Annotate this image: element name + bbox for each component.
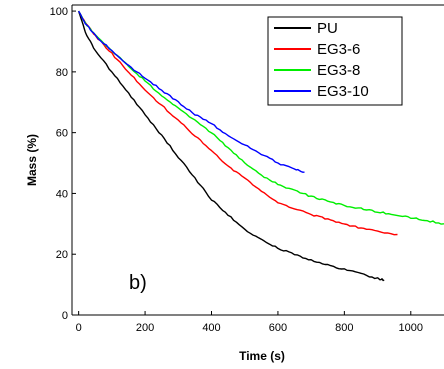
annotation-label: b) (129, 272, 147, 294)
legend-label-eg3-10: EG3-10 (317, 83, 369, 100)
x-axis-label: Time (s) (239, 349, 285, 363)
y-tick-label: 40 (56, 188, 68, 200)
x-tick-label: 400 (202, 322, 220, 334)
y-tick-label: 0 (62, 310, 68, 322)
x-tick-label: 0 (76, 322, 82, 334)
x-tick-label: 600 (269, 322, 287, 334)
legend-label-pu: PU (317, 20, 338, 37)
y-axis-label: Mass (%) (25, 134, 39, 186)
plot-area (71, 4, 444, 316)
y-tick-label: 80 (56, 67, 68, 79)
y-tick-label: 20 (56, 249, 68, 261)
series-line-eg3-10 (77, 10, 305, 173)
legend: PU EG3-6 EG3-8 EG3-10 (267, 16, 403, 106)
ticks: 0 200 400 600 800 1000 0 20 40 60 80 100 (50, 6, 423, 334)
x-tick-label: 1000 (399, 322, 423, 334)
series-group (77, 10, 444, 282)
y-tick-label: 60 (56, 128, 68, 140)
legend-label-eg3-8: EG3-8 (317, 62, 360, 79)
x-tick-label: 800 (335, 322, 353, 334)
series-line-pu (77, 10, 385, 282)
series-line-eg3-6 (77, 10, 398, 236)
x-tick-label: 200 (136, 322, 154, 334)
legend-label-eg3-6: EG3-6 (317, 41, 360, 58)
y-tick-label: 100 (50, 6, 68, 18)
